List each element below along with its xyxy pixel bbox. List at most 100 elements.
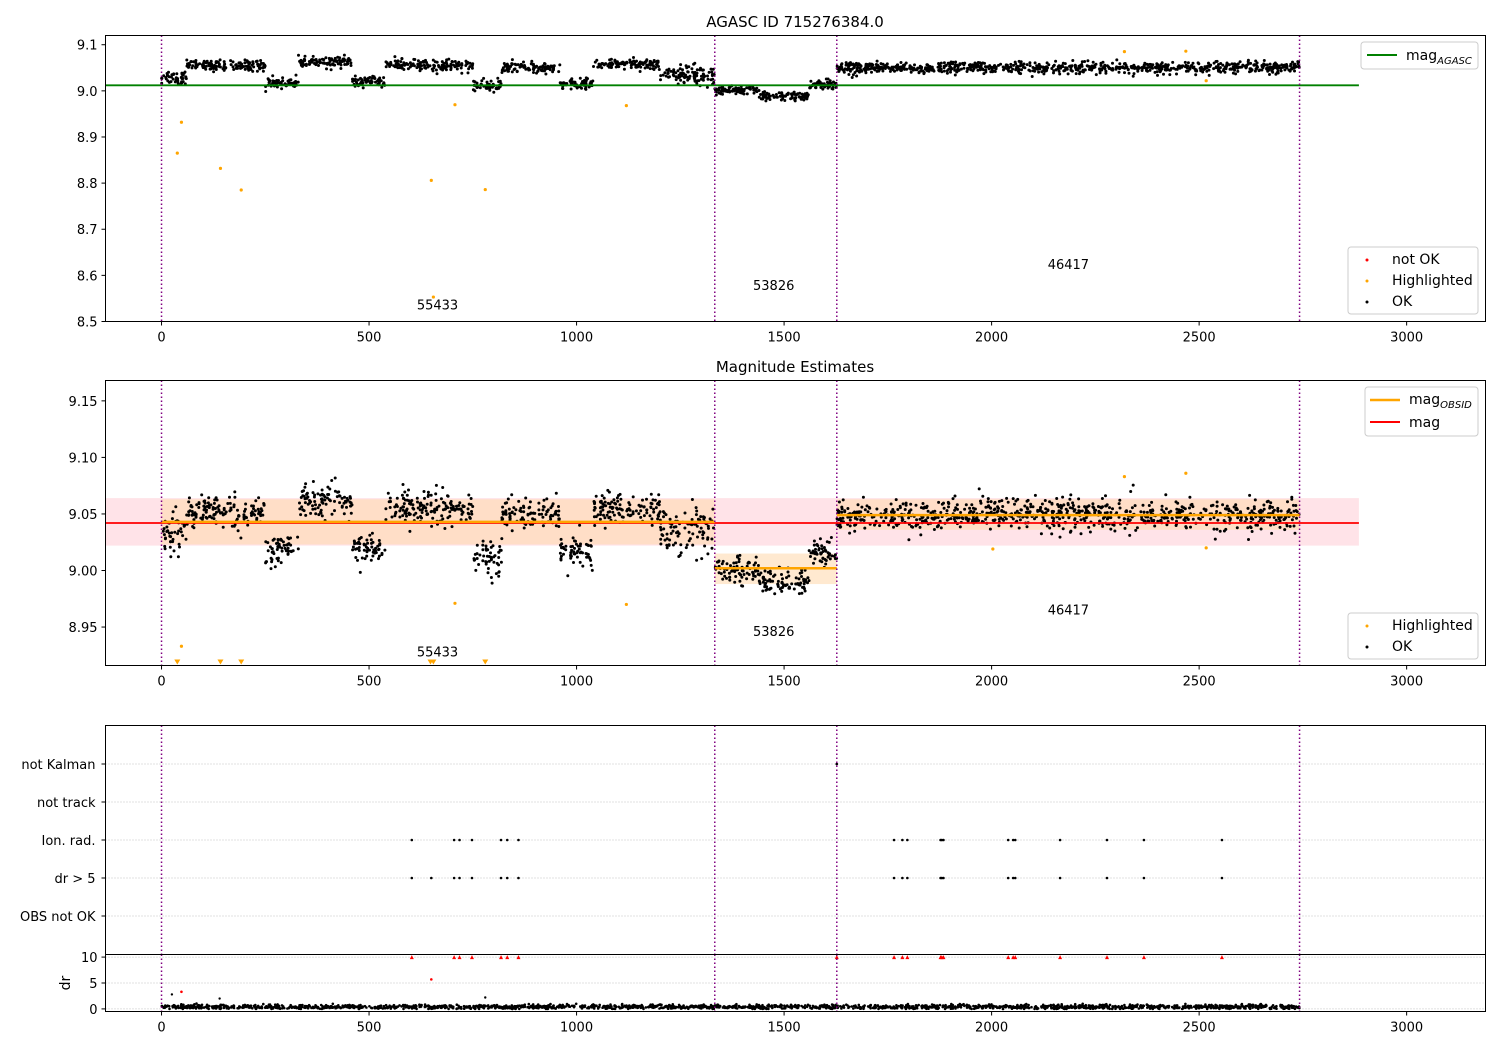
ok-point xyxy=(298,501,301,505)
ok-point xyxy=(1216,65,1220,69)
ok-point xyxy=(1271,65,1275,69)
ok-point xyxy=(1268,65,1272,69)
ok-point xyxy=(500,516,504,520)
ok-point xyxy=(844,63,848,67)
ok-point xyxy=(179,527,183,531)
ok-point xyxy=(968,506,972,510)
ok-point xyxy=(1205,69,1209,73)
ok-point xyxy=(311,54,315,58)
ok-point xyxy=(317,64,320,67)
ok-point xyxy=(957,516,961,520)
ok-point xyxy=(1244,66,1248,70)
ok-point xyxy=(1175,515,1179,519)
x-tick-label: 500 xyxy=(357,675,382,690)
ok-point xyxy=(494,572,498,576)
ok-point xyxy=(1133,504,1137,508)
ok-point xyxy=(499,560,503,564)
ok-point xyxy=(993,507,997,511)
ok-point xyxy=(677,76,680,80)
ok-point xyxy=(802,582,806,586)
ok-point xyxy=(554,524,558,528)
ok-point xyxy=(618,503,622,507)
legend-label-main: mag xyxy=(1409,392,1440,408)
flag-point xyxy=(892,876,896,880)
ok-point xyxy=(995,510,999,514)
ok-point xyxy=(1027,68,1031,72)
ok-point xyxy=(745,577,749,581)
ok-point xyxy=(431,58,435,62)
ok-point xyxy=(325,496,329,500)
ok-point xyxy=(1188,67,1192,71)
ok-point xyxy=(947,501,951,505)
ok-point xyxy=(203,501,207,505)
ok-point xyxy=(1004,64,1008,67)
ok-point xyxy=(560,542,564,546)
ok-point xyxy=(652,507,656,511)
ok-point xyxy=(695,558,699,562)
ok-point xyxy=(722,570,726,574)
ok-point xyxy=(732,561,736,565)
ok-point xyxy=(484,544,488,548)
ok-point xyxy=(477,563,481,566)
ok-point xyxy=(1251,517,1255,521)
ok-point xyxy=(1091,60,1095,64)
ok-point xyxy=(205,59,209,63)
ok-point xyxy=(1044,69,1048,73)
ok-point xyxy=(712,80,716,84)
ok-point xyxy=(594,494,598,498)
ok-point xyxy=(416,516,420,520)
ok-point xyxy=(469,503,473,506)
ok-point xyxy=(187,496,191,500)
ok-point xyxy=(1073,525,1077,529)
ok-point xyxy=(234,63,238,67)
ok-point xyxy=(1141,66,1145,70)
ok-point xyxy=(600,494,604,498)
ok-point xyxy=(419,515,422,518)
ok-point xyxy=(289,543,293,547)
ok-point xyxy=(470,510,473,513)
flag-point xyxy=(499,838,503,842)
ok-point xyxy=(338,61,342,65)
ok-point xyxy=(247,61,251,65)
ok-point xyxy=(757,579,761,583)
ok-point xyxy=(1103,63,1107,67)
ok-point xyxy=(270,547,274,551)
ok-point xyxy=(324,502,328,506)
ok-point xyxy=(821,556,825,560)
ok-point xyxy=(422,63,426,67)
ok-point xyxy=(947,505,950,509)
ok-point xyxy=(301,61,305,65)
ok-point xyxy=(688,537,692,541)
ok-point xyxy=(507,507,511,511)
ok-point xyxy=(235,517,239,521)
ok-point xyxy=(988,506,992,510)
ok-point xyxy=(900,66,904,70)
ok-point xyxy=(384,60,388,64)
ok-point xyxy=(294,73,298,77)
ok-point xyxy=(1221,503,1225,507)
ok-point xyxy=(983,61,986,65)
ok-point xyxy=(807,579,811,583)
ok-point xyxy=(1221,69,1225,73)
ok-point xyxy=(693,79,697,83)
ok-point xyxy=(351,548,355,552)
ok-point xyxy=(393,59,397,63)
ok-point xyxy=(503,64,507,68)
legend-label-main: mag xyxy=(1406,48,1437,64)
ok-point xyxy=(1040,502,1044,506)
legend-label-mag: mag xyxy=(1409,415,1440,431)
ok-point xyxy=(853,510,856,514)
ok-point xyxy=(262,502,266,506)
ok-point xyxy=(541,524,545,528)
legend-label-mag-agasc: magAGASC xyxy=(1406,48,1472,67)
ok-point xyxy=(947,517,951,521)
ok-point xyxy=(1078,509,1082,513)
ok-point xyxy=(662,515,665,519)
ok-point xyxy=(530,59,534,63)
ok-point xyxy=(536,69,540,73)
ok-point xyxy=(699,66,702,70)
ok-point xyxy=(953,494,957,498)
ok-point xyxy=(510,493,514,497)
ok-point xyxy=(395,62,398,66)
